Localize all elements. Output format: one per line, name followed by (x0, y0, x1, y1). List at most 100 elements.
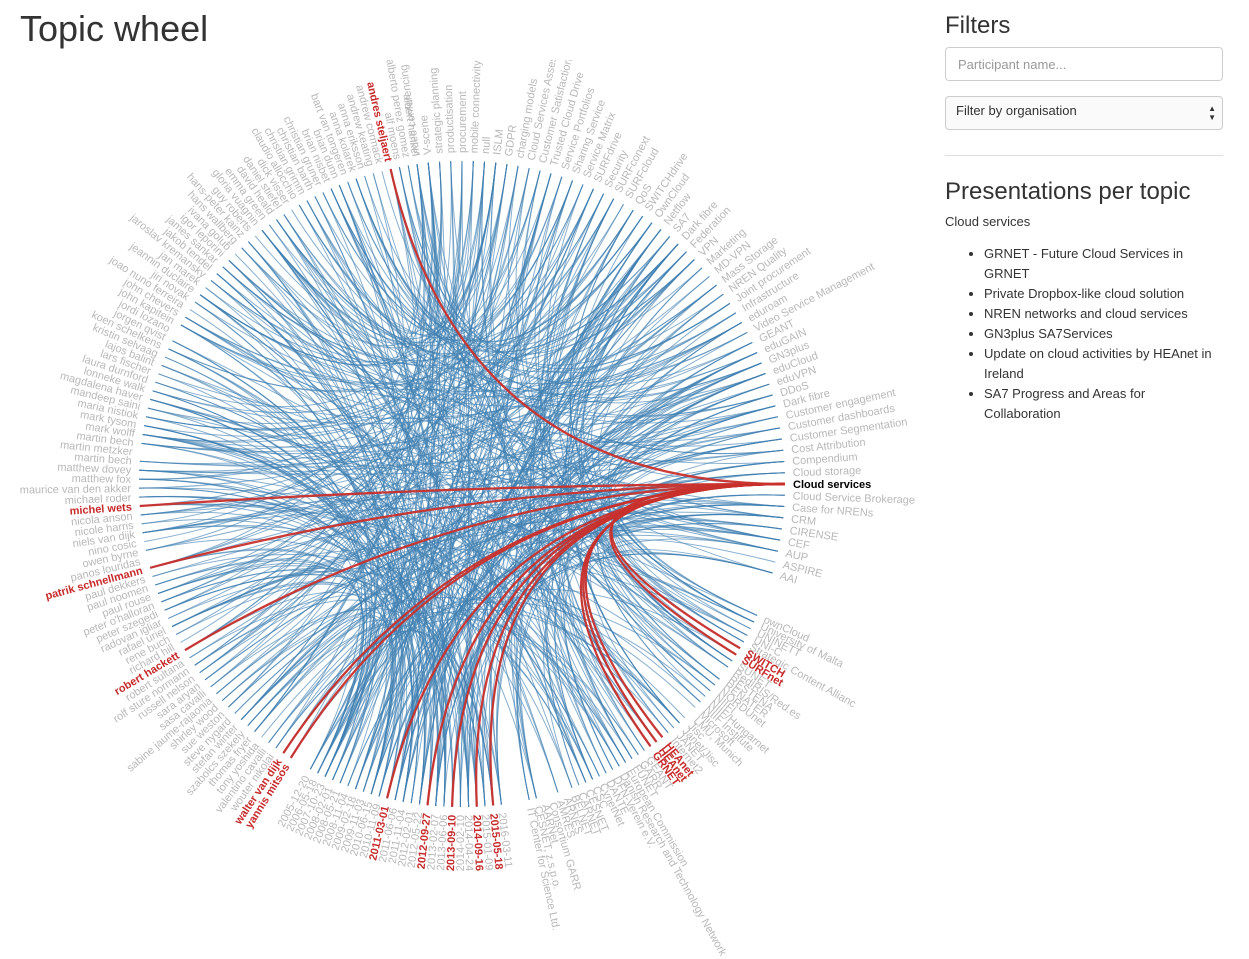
highlighted-link-curve (139, 482, 786, 508)
link-curve (283, 214, 773, 418)
topic-label[interactable]: productisation (443, 85, 457, 154)
link-curve (322, 192, 653, 347)
link-curve (317, 180, 573, 774)
participant-label[interactable]: nicola anson (71, 511, 134, 529)
date-label[interactable]: 2014-09-16 (470, 814, 485, 871)
link-curve (194, 301, 376, 781)
participant-label[interactable]: matthew dovey (57, 461, 132, 476)
link-curve (496, 322, 742, 805)
link-curve (261, 229, 600, 777)
link-curve (362, 276, 710, 792)
topic-label[interactable]: null (480, 136, 493, 154)
link-curve (508, 165, 733, 662)
presentation-item[interactable]: SA7 Progress and Areas for Collaboration (984, 384, 1223, 424)
presentation-item[interactable]: NREN networks and cloud services (984, 304, 1223, 324)
participant-name-input[interactable] (945, 47, 1223, 81)
link-curve (199, 472, 785, 674)
date-label[interactable]: 2014-04-24 (462, 815, 475, 872)
link-curve (168, 276, 710, 619)
date-label[interactable]: 2013-06-06 (435, 814, 450, 871)
link-curve (180, 209, 634, 384)
participant-label[interactable]: michel wets (69, 501, 132, 517)
link-curve (275, 160, 463, 749)
link-curve (585, 549, 773, 734)
topic-label[interactable]: GDPR (503, 124, 519, 157)
topic-label[interactable]: Cloud services (793, 479, 871, 491)
link-curve (142, 434, 453, 807)
topic-label[interactable]: Cloud Service Brokerage (793, 490, 916, 506)
topic-label[interactable]: Cloud storage (793, 465, 862, 479)
presentation-item[interactable]: Update on cloud activities by HEAnet in … (984, 344, 1223, 384)
link-curve (149, 164, 424, 569)
link-curve (545, 352, 758, 786)
link-curve (418, 161, 485, 805)
topic-label[interactable]: AUP (784, 548, 809, 564)
participant-label[interactable]: martin bech (74, 451, 132, 467)
participant-label[interactable]: matthew fox (72, 473, 132, 486)
link-curve (268, 284, 717, 743)
date-label[interactable]: 2013-02-07 (425, 813, 442, 870)
link-curve (194, 301, 773, 425)
topic-label[interactable]: V-scene (418, 115, 434, 156)
topic-label[interactable]: strategic planning (428, 67, 446, 154)
link-curve (155, 161, 442, 408)
link-curve (290, 161, 485, 759)
date-label[interactable]: 2015-05-18 (487, 813, 504, 870)
link-curve (569, 209, 755, 623)
link-curve (538, 222, 653, 780)
topic-label[interactable]: procurement (457, 91, 469, 153)
participant-label[interactable]: michael roder (65, 492, 132, 507)
link-curve (158, 322, 742, 419)
page-title: Topic wheel (20, 8, 209, 49)
date-label[interactable]: 2013-09-10 (445, 815, 459, 872)
link-curve (386, 362, 762, 799)
presentation-item[interactable]: Private Dropbox-like cloud solution (984, 284, 1223, 304)
topic-label[interactable]: CRM (790, 513, 816, 528)
link-curve (347, 514, 784, 787)
divider (945, 155, 1223, 156)
topic-label[interactable]: CEF (787, 536, 811, 552)
link-curve (502, 173, 552, 799)
link-curve (390, 168, 444, 806)
link-curve (175, 583, 378, 784)
link-curve (562, 383, 770, 770)
date-label[interactable]: 2015-01-09 (479, 814, 495, 871)
topic-wheel[interactable]: video conferencing V-scene strategic plann… (0, 60, 935, 959)
link-curve (199, 294, 758, 407)
topic-label[interactable]: mobile connectivity (468, 60, 483, 153)
link-curve (556, 198, 720, 680)
link-curve (241, 247, 782, 447)
date-label[interactable]: 2012-09-27 (416, 813, 434, 870)
link-curve (467, 236, 670, 807)
presentation-item[interactable]: GN3plus SA7Services (984, 324, 1223, 344)
link-curve (546, 184, 751, 630)
organisation-select[interactable]: Filter by organisation ▲ ▼ (945, 96, 1223, 130)
highlighted-link-curve (282, 482, 786, 754)
topic-label[interactable]: AAI (778, 570, 798, 586)
topic-label[interactable]: ISLM (491, 129, 506, 156)
link-curve (142, 506, 782, 534)
link-curve (402, 427, 781, 802)
link-curve (355, 352, 758, 790)
topic-label[interactable]: Compendium (792, 451, 858, 468)
link-curve (370, 188, 594, 795)
link-curve (216, 273, 439, 806)
topic-label[interactable]: Case for NRENs (792, 502, 874, 520)
link-curve (145, 383, 770, 551)
participant-label[interactable]: maurice van den akker (20, 483, 132, 496)
link-curve (378, 373, 766, 797)
link-curve (157, 547, 748, 636)
link-curve (140, 322, 742, 516)
date-label[interactable]: 2014-02-10 (455, 815, 467, 871)
presentation-item[interactable]: GRNET - Future Cloud Services in GRNET (984, 244, 1223, 284)
link-curve (144, 425, 461, 808)
link-curve (164, 570, 620, 767)
link-curve (517, 514, 784, 801)
link-curve (194, 162, 433, 666)
link-curve (139, 405, 776, 473)
link-curve (254, 161, 443, 732)
link-curve (221, 534, 779, 701)
link-curve (372, 162, 439, 327)
